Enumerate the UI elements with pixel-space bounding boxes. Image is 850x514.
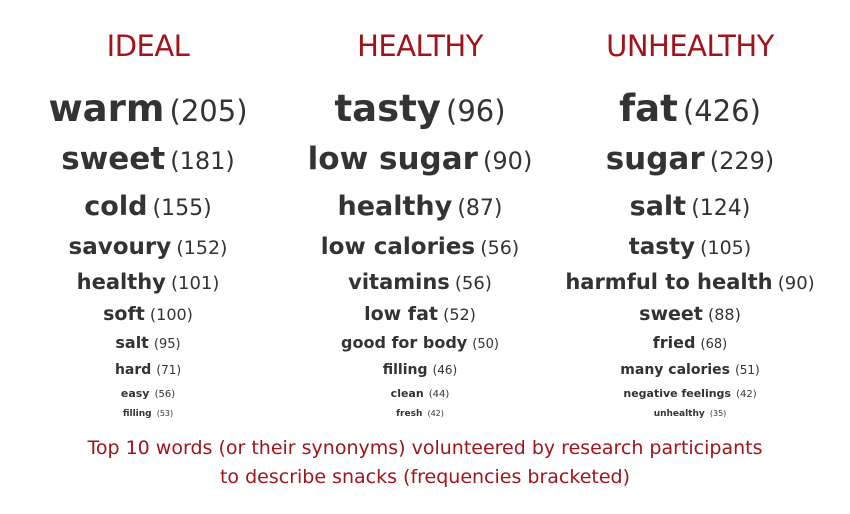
word-frequency: (426) [682, 94, 761, 128]
word-row: salt (124) [540, 190, 840, 227]
word-row: negative feelings (42) [540, 385, 840, 402]
word-frequency: (95) [153, 337, 181, 352]
word-frequency: (44) [428, 389, 450, 400]
word-row: many calories (51) [540, 360, 840, 379]
word-row: sweet (181) [26, 140, 270, 183]
word-row: clean (44) [280, 385, 560, 402]
word-row: soft (100) [26, 302, 270, 327]
word-text: easy [120, 387, 150, 400]
word-frequency: (53) [156, 408, 174, 418]
word-row: sugar (229) [540, 140, 840, 183]
word-text: many calories [620, 362, 730, 378]
word-text: good for body [341, 333, 468, 352]
word-text: tasty [628, 233, 695, 260]
word-text: low calories [320, 233, 476, 260]
word-text: tasty [334, 87, 441, 130]
word-text: soft [103, 303, 145, 325]
word-row: fried (68) [540, 333, 840, 355]
word-text: healthy [337, 191, 453, 222]
word-row: cold (155) [26, 190, 270, 227]
caption: Top 10 words (or their synonyms) volunte… [0, 434, 850, 492]
word-row: healthy (87) [280, 190, 560, 227]
word-text: sugar [605, 140, 705, 177]
word-row: healthy (101) [26, 269, 270, 297]
word-text: low sugar [307, 140, 478, 177]
word-row: low calories (56) [280, 233, 560, 263]
word-text: salt [115, 333, 149, 352]
word-frequency: (124) [691, 196, 751, 221]
word-text: negative feelings [623, 387, 731, 400]
word-row: salt (95) [26, 333, 270, 355]
word-row: easy (56) [26, 385, 270, 402]
word-row: hard (71) [26, 360, 270, 379]
word-text: filling [122, 408, 152, 419]
word-frequency: (155) [152, 196, 212, 221]
word-row: fat (426) [540, 86, 840, 139]
word-row: warm (205) [26, 86, 270, 139]
column-heading: HEALTHY [357, 29, 483, 63]
word-text: fried [652, 333, 696, 352]
word-row: savoury (152) [26, 233, 270, 263]
word-row: unhealthy (35) [540, 405, 840, 420]
word-frequency: (56) [154, 389, 176, 400]
word-frequency: (51) [735, 363, 760, 377]
word-frequency: (52) [443, 305, 476, 324]
word-frequency: (105) [700, 236, 752, 259]
word-text: vitamins [348, 270, 450, 294]
word-frequency: (90) [483, 146, 533, 175]
word-frequency: (46) [432, 363, 458, 377]
word-row: low sugar (90) [280, 140, 560, 183]
word-frequency: (181) [170, 146, 235, 175]
column-heading: UNHEALTHY [606, 29, 774, 63]
word-text: healthy [76, 270, 166, 294]
word-frequency: (42) [736, 389, 757, 400]
word-frequency: (152) [176, 236, 228, 259]
word-text: hard [114, 362, 152, 378]
word-text: savoury [68, 233, 172, 260]
word-frequency: (96) [446, 94, 506, 128]
word-frequency: (68) [700, 337, 728, 352]
word-frequency: (88) [707, 305, 741, 324]
caption-line-2: to describe snacks (frequencies brackete… [219, 466, 631, 488]
word-frequency: (42) [427, 408, 444, 418]
word-row: vitamins (56) [280, 269, 560, 297]
word-row: sweet (88) [540, 302, 840, 327]
word-frequency: (90) [777, 273, 815, 294]
word-frequency: (100) [149, 305, 193, 324]
word-text: warm [48, 87, 165, 130]
word-row: low fat (52) [280, 302, 560, 327]
word-frequency: (205) [169, 94, 248, 128]
word-frequency: (87) [457, 196, 503, 221]
word-text: salt [629, 191, 687, 222]
word-row: good for body (50) [280, 333, 560, 355]
word-text: fat [619, 87, 678, 130]
word-text: fresh [396, 408, 423, 419]
word-frequency: (56) [480, 236, 520, 259]
word-text: sweet [61, 140, 166, 177]
word-row: tasty (105) [540, 233, 840, 263]
word-row: tasty (96) [280, 86, 560, 139]
word-row: harmful to health (90) [540, 269, 840, 297]
caption-line-1: Top 10 words (or their synonyms) volunte… [87, 437, 763, 459]
word-frequency: (35) [709, 408, 727, 418]
word-text: harmful to health [565, 270, 773, 294]
word-row: filling (46) [280, 360, 560, 379]
word-text: low fat [364, 303, 438, 325]
word-text: cold [84, 191, 148, 222]
word-frequency: (50) [472, 337, 499, 352]
word-text: unhealthy [653, 408, 705, 419]
word-frequency: (229) [709, 146, 775, 175]
word-frequency: (101) [170, 273, 220, 294]
word-frequency: (56) [454, 273, 492, 294]
word-row: fresh (42) [280, 405, 560, 420]
word-text: clean [390, 387, 424, 400]
word-text: filling [382, 362, 428, 378]
word-row: filling (53) [26, 405, 270, 420]
column-heading: IDEAL [106, 29, 190, 63]
word-text: sweet [639, 303, 703, 325]
word-frequency: (71) [156, 363, 182, 377]
